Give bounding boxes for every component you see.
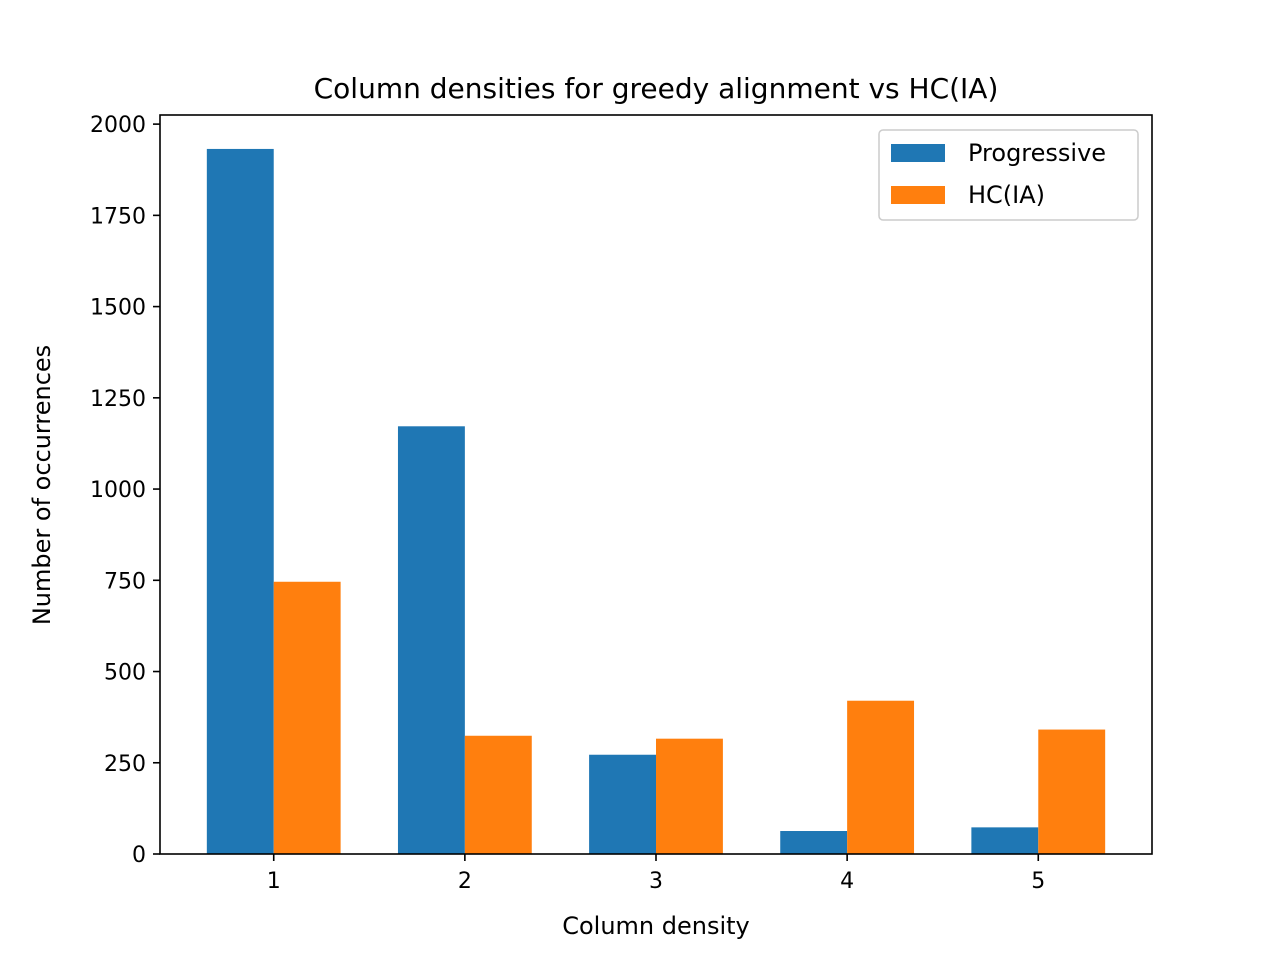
x-tick-label: 3 [649, 869, 663, 894]
bar-hc-ia-5 [1038, 729, 1106, 854]
x-tick-label: 4 [840, 869, 854, 894]
bar-hc-ia-4 [847, 700, 915, 854]
y-tick-label: 2000 [90, 113, 146, 138]
y-tick-label: 750 [104, 569, 146, 594]
y-tick-label: 250 [104, 752, 146, 777]
bar-progressive-3 [589, 754, 656, 854]
ticks: 1 2 3 4 5 0 250 500 750 1000 1250 1500 1750 2000 [90, 113, 1045, 894]
y-tick-label: 1250 [90, 387, 146, 412]
bar-hc-ia-1 [273, 581, 341, 854]
bars [206, 148, 1106, 854]
bar-hc-ia-3 [656, 738, 723, 854]
x-axis-label: Column density [562, 912, 750, 940]
legend-label-hcia: HC(IA) [968, 181, 1045, 209]
y-axis-label: Number of occurrences [28, 345, 56, 625]
bar-progressive-5 [971, 827, 1039, 854]
legend-swatch-hcia [891, 186, 945, 204]
legend: Progressive HC(IA) [878, 129, 1139, 221]
bar-progressive-2 [397, 426, 465, 854]
x-tick-label: 1 [267, 869, 281, 894]
x-tick-label: 2 [458, 869, 472, 894]
legend-swatch-progressive [891, 144, 945, 162]
y-tick-label: 1750 [90, 204, 146, 229]
plot-frame [159, 114, 1153, 855]
legend-label-progressive: Progressive [968, 139, 1106, 167]
y-tick-label: 1000 [90, 478, 146, 503]
bar-progressive-4 [780, 831, 848, 854]
x-tick-label: 5 [1031, 869, 1045, 894]
chart-title: Column densities for greedy alignment vs… [314, 72, 999, 105]
bar-progressive-1 [206, 148, 274, 854]
y-tick-label: 0 [132, 843, 146, 868]
y-tick-label: 1500 [90, 296, 146, 321]
y-tick-label: 500 [104, 661, 146, 686]
bar-hc-ia-2 [464, 735, 532, 854]
